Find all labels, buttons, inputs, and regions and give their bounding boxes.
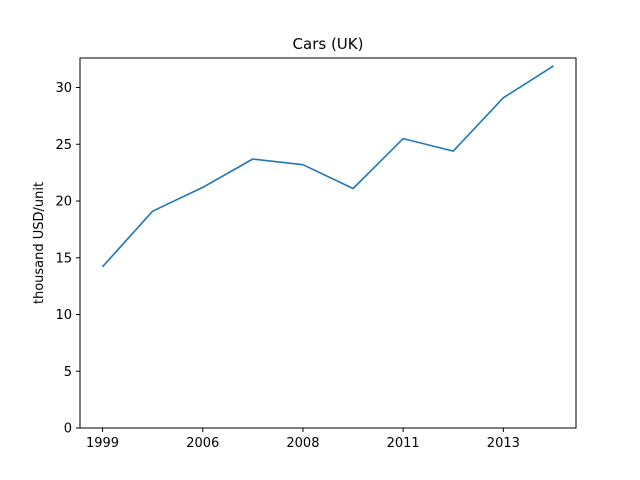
x-tick-label: 2008 (286, 436, 319, 451)
y-tick-label: 0 (64, 422, 72, 437)
series-line (101, 65, 554, 268)
x-axis: 1999 2006 2008 2011 2013 (86, 428, 520, 451)
chart-title: Cars (UK) (293, 35, 364, 53)
y-axis-label: thousand USD/unit (32, 182, 47, 304)
y-tick-label: 10 (55, 308, 72, 323)
y-tick-label: 30 (55, 81, 72, 96)
y-tick-label: 20 (55, 195, 72, 210)
x-tick-label: 2013 (487, 436, 520, 451)
y-axis: 0 5 10 15 20 25 30 (55, 81, 80, 437)
y-tick-label: 25 (55, 138, 72, 153)
y-tick-label: 5 (64, 365, 72, 380)
x-tick-label: 2006 (186, 436, 219, 451)
x-tick-label: 2011 (387, 436, 420, 451)
y-tick-label: 15 (55, 251, 72, 266)
series-group (101, 65, 554, 268)
plot-frame (79, 57, 577, 429)
x-tick-label: 1999 (86, 436, 119, 451)
